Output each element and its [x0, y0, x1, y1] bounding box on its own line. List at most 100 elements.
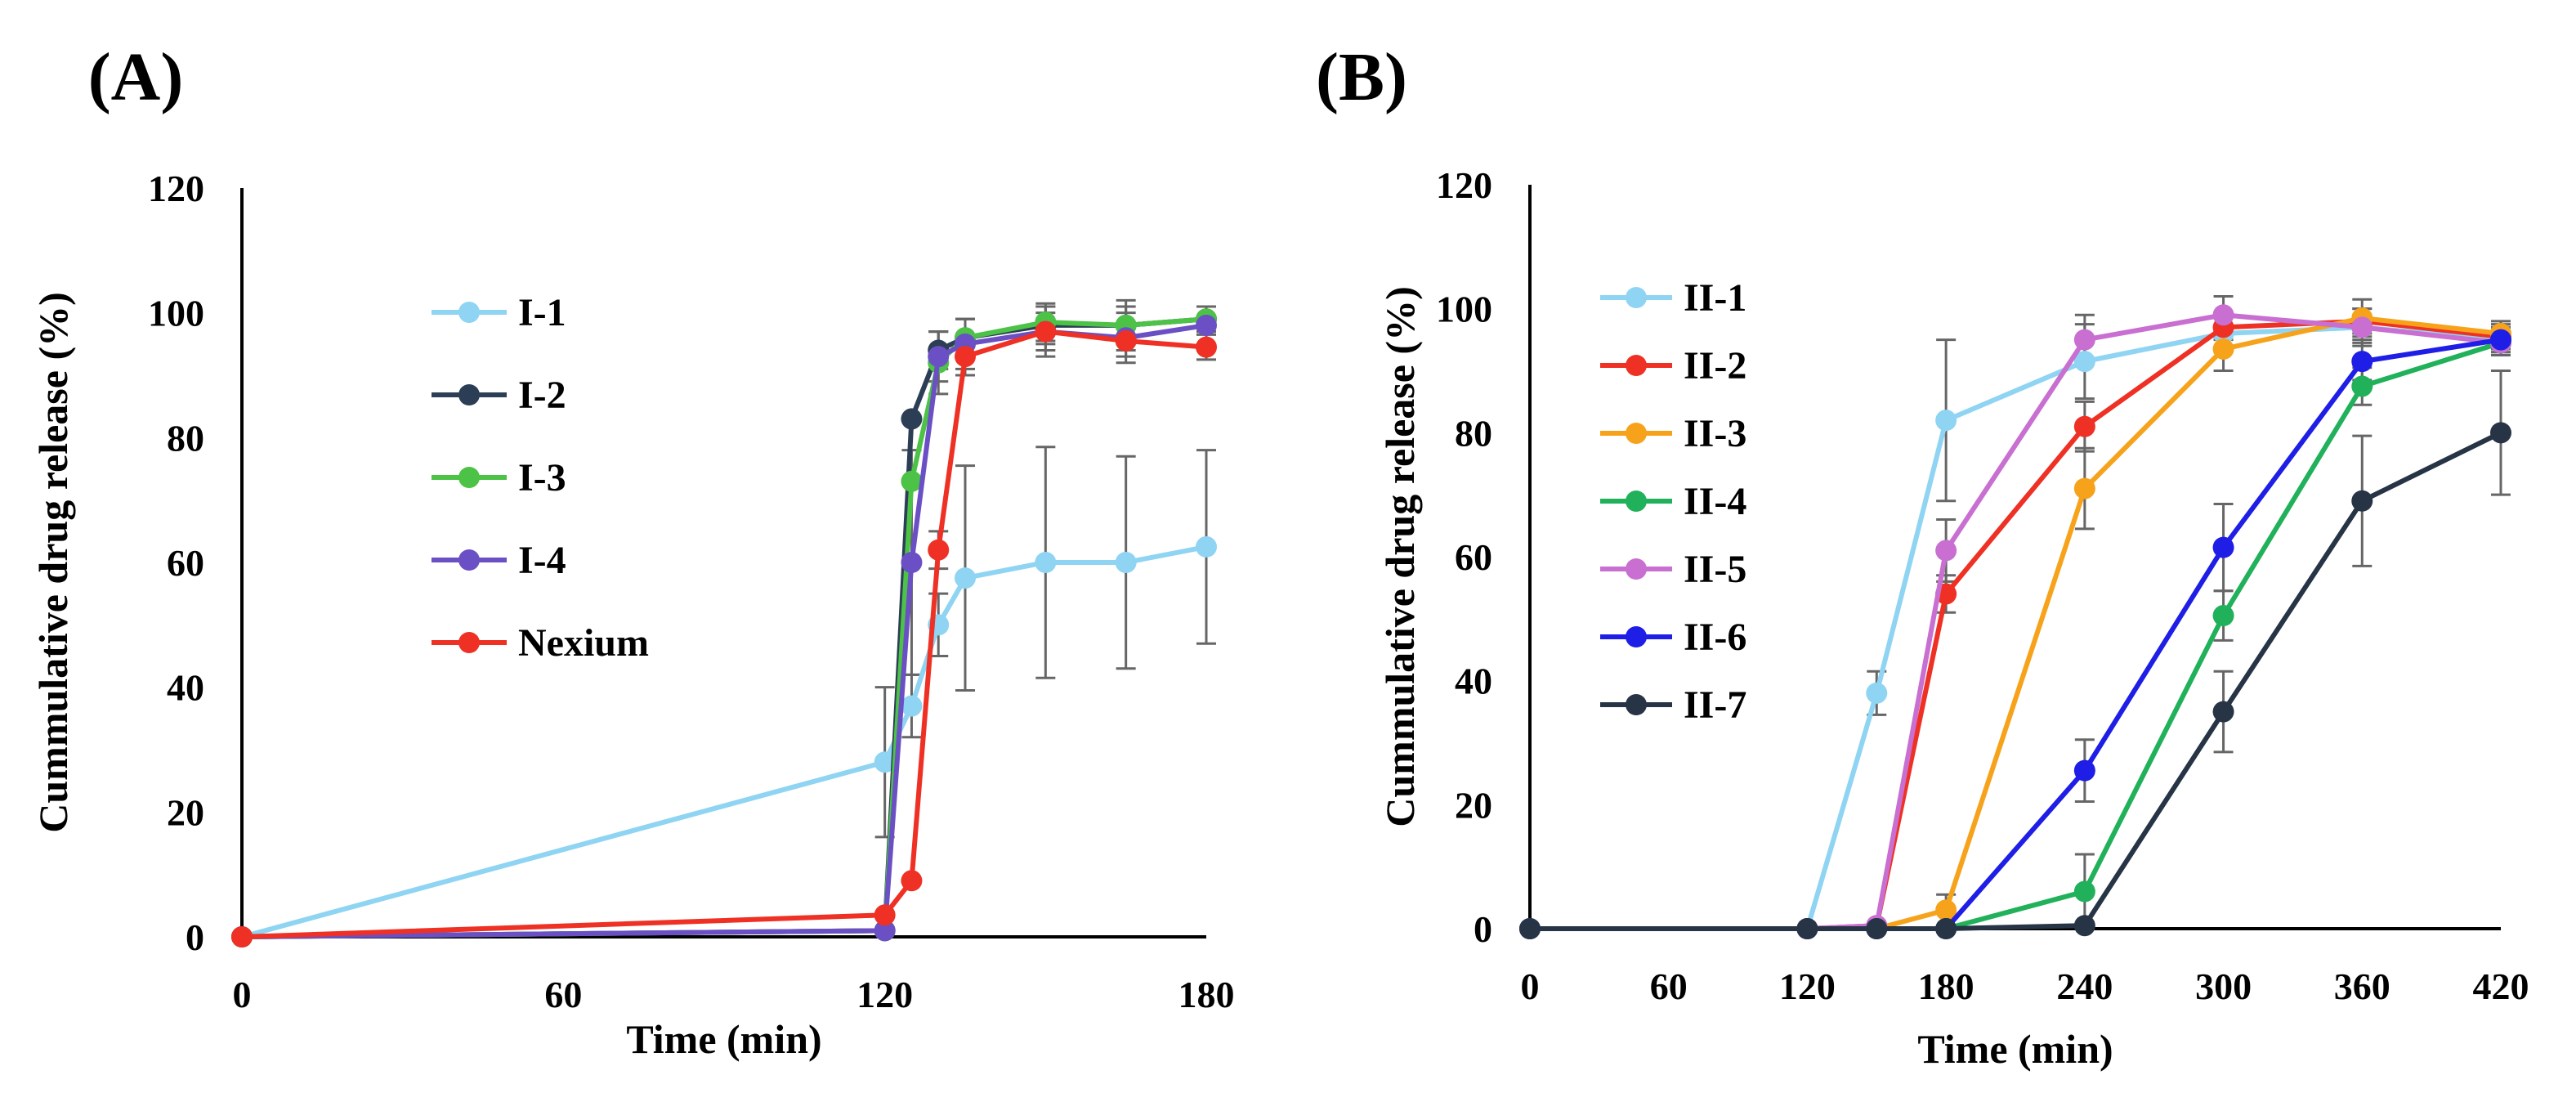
data-point	[955, 346, 976, 368]
legend-label: II-1	[1684, 276, 1746, 320]
data-point	[2073, 415, 2095, 437]
data-point	[2212, 304, 2234, 326]
x-tick-label: 60	[544, 974, 582, 1015]
panel-a: (A) 0 20 40 60 80 100 120 0 60 120 180 Time (min) Cum…	[30, 39, 1235, 1062]
legend-item: I-2	[432, 374, 566, 417]
y-tick-label: 100	[1436, 289, 1492, 330]
x-tick-label: 60	[1650, 965, 1688, 1007]
x-tick-label: 0	[1521, 965, 1540, 1007]
legend-item: I-3	[432, 456, 566, 499]
data-point	[1196, 336, 1217, 358]
series-i-2	[231, 308, 1217, 947]
series-ii-1	[1519, 316, 2511, 939]
data-point	[2490, 422, 2511, 444]
data-point	[928, 539, 950, 561]
legend-item: II-4	[1600, 480, 1746, 523]
legend: II-1 II-2 II-3 II-4 II-5 II-6 II-7	[1600, 276, 1746, 727]
data-point	[1935, 918, 1957, 939]
series-i-4	[231, 314, 1217, 947]
legend-item: II-5	[1600, 548, 1746, 591]
legend-item: II-7	[1600, 683, 1746, 727]
series-ii-7	[1519, 422, 2511, 939]
x-tick-label: 420	[2473, 965, 2529, 1007]
series-i-1	[231, 535, 1217, 947]
data-point	[231, 926, 253, 947]
legend-label: II-3	[1684, 412, 1746, 455]
data-point	[2073, 915, 2095, 937]
y-tick-label: 80	[1455, 412, 1492, 454]
legend-marker	[1626, 287, 1647, 308]
data-point	[1115, 330, 1137, 352]
legend-marker	[1626, 491, 1647, 512]
panel-label: (A)	[88, 39, 184, 115]
data-point	[2212, 338, 2234, 360]
data-point	[901, 870, 923, 892]
y-tick-label: 40	[1455, 661, 1492, 702]
y-tick-label: 120	[148, 168, 204, 209]
series-ii-6	[1519, 329, 2511, 939]
legend-label: II-7	[1684, 683, 1746, 727]
legend-marker	[1626, 355, 1647, 376]
data-point	[2351, 316, 2373, 338]
legend-marker	[1626, 558, 1647, 580]
data-point	[874, 920, 896, 942]
legend-marker	[1626, 626, 1647, 647]
legend-item: I-1	[432, 291, 566, 334]
x-tick-label: 120	[1779, 965, 1836, 1007]
legend-item: II-1	[1600, 276, 1746, 320]
x-axis-label: Time (min)	[626, 1016, 821, 1062]
data-point	[1196, 314, 1217, 336]
y-tick-label: 60	[1455, 536, 1492, 578]
series-line	[241, 322, 1207, 939]
data-point	[1935, 410, 1957, 432]
data-point	[2073, 329, 2095, 351]
data-point	[2212, 605, 2234, 627]
data-point	[2073, 880, 2095, 903]
data-point	[901, 408, 923, 430]
series-line	[1530, 316, 2502, 931]
legend-marker	[458, 302, 480, 323]
legend-label: II-6	[1684, 616, 1746, 659]
series-line	[241, 329, 1207, 939]
x-tick-label: 0	[233, 974, 252, 1015]
y-tick-label: 20	[1455, 784, 1492, 826]
legend-label: II-2	[1684, 344, 1746, 387]
legend-marker	[1626, 423, 1647, 444]
series-line	[1530, 430, 2502, 931]
y-tick-label: 20	[167, 791, 204, 833]
x-tick-label: 180	[1918, 965, 1974, 1007]
y-tick-label: 100	[148, 293, 204, 334]
legend-label: I-3	[518, 456, 566, 499]
legend-marker	[458, 384, 480, 405]
data-point	[928, 346, 950, 368]
data-point	[2351, 375, 2373, 397]
data-point	[2073, 759, 2095, 782]
series-line	[1530, 318, 2502, 931]
x-axis-label: Time (min)	[1917, 1026, 2113, 1072]
data-point	[901, 552, 923, 573]
y-tick-label: 0	[1474, 908, 1492, 950]
series-nexium	[231, 320, 1217, 947]
legend-label: I-4	[518, 539, 566, 582]
data-point	[1935, 540, 1957, 562]
data-point	[2212, 701, 2234, 723]
series-line	[241, 316, 1207, 939]
legend-marker	[458, 632, 480, 653]
legend-label: I-2	[518, 374, 566, 417]
x-tick-label: 180	[1178, 974, 1235, 1015]
data-point	[2490, 329, 2511, 351]
series-line	[1530, 325, 2502, 931]
series-i-3	[231, 308, 1217, 947]
y-axis-label: Cummulative drug release (%)	[30, 292, 76, 832]
data-point	[901, 695, 923, 717]
y-tick-label: 0	[186, 916, 204, 958]
data-point	[1196, 535, 1217, 558]
legend-label: I-1	[518, 291, 566, 334]
data-point	[1796, 918, 1818, 939]
legend-marker	[1626, 694, 1647, 715]
data-point	[874, 751, 896, 773]
x-tick-label: 240	[2056, 965, 2113, 1007]
legend-item: I-4	[432, 539, 566, 582]
data-point	[2212, 536, 2234, 558]
